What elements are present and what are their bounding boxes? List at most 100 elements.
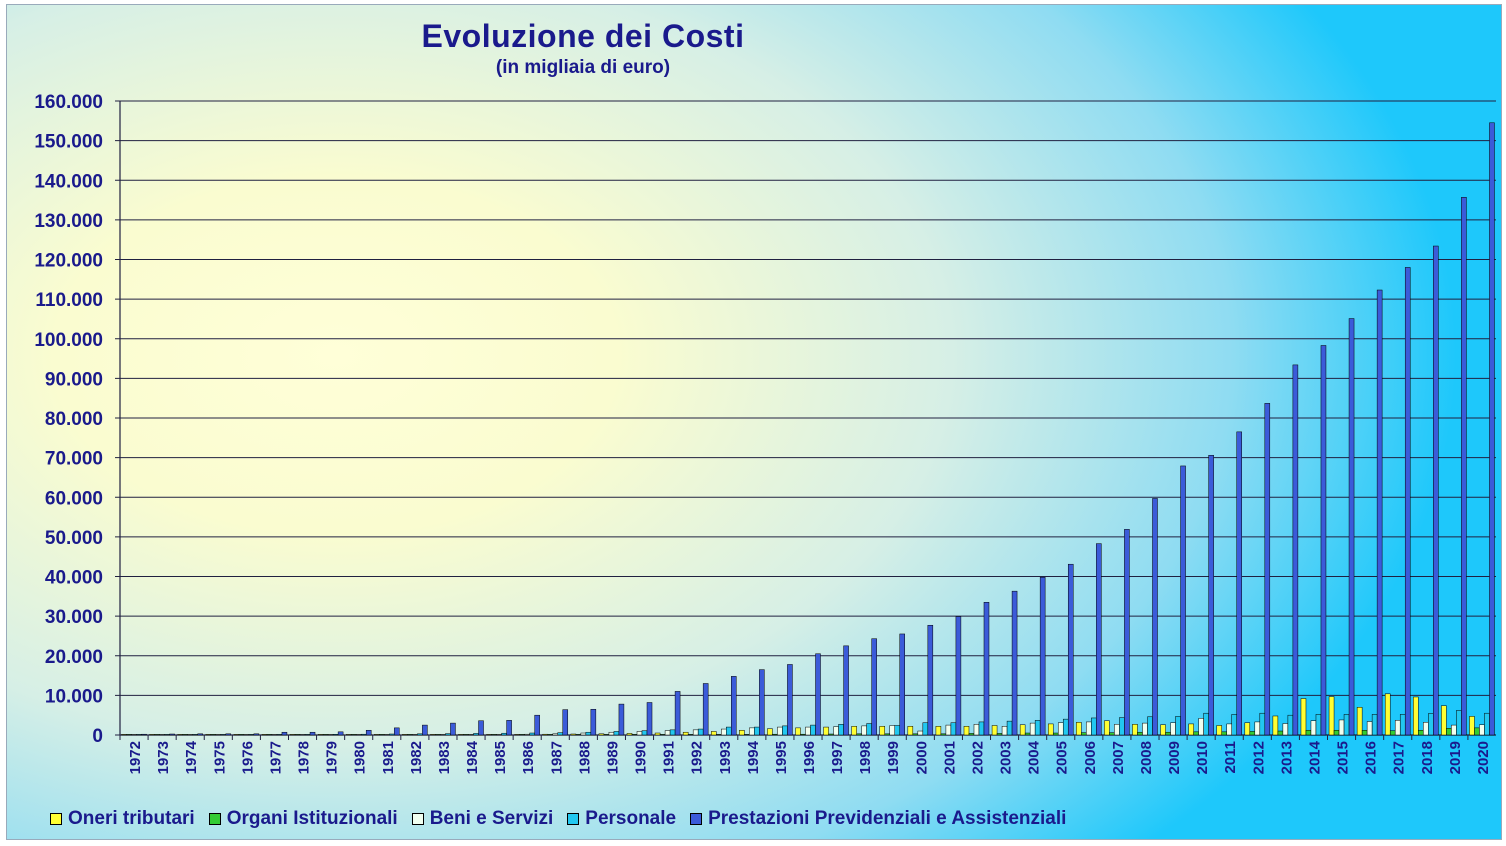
bar [1170,722,1176,736]
bar [823,726,829,736]
bar [345,734,352,736]
bar [1193,731,1199,736]
bar [1109,732,1115,736]
bar [266,734,273,736]
bar [833,726,839,736]
bar [360,733,367,736]
bar [374,734,380,736]
bar [121,734,127,736]
bar [402,734,408,736]
x-tick-label: 1992 [689,741,706,774]
y-tick-label: 110.000 [35,290,103,311]
bar [1216,725,1222,736]
bar [843,645,849,736]
bar [332,734,339,736]
bar [702,683,709,736]
bar [726,726,732,736]
x-tick-label: 1981 [380,741,397,774]
x-tick-label: 1999 [885,741,902,774]
legend-swatch [567,813,580,825]
bar [519,734,525,736]
x-tick-label: 1987 [548,741,565,774]
bar [907,726,914,736]
bar [1384,693,1391,736]
x-tick-label: 1976 [239,741,256,774]
bar [963,726,970,736]
bar [1366,721,1373,736]
bar [1254,721,1261,736]
bar [355,734,362,736]
x-tick-label: 1982 [408,741,425,774]
legend-swatch [208,813,221,825]
bar [585,731,592,736]
x-tick-label: 2009 [1166,741,1183,774]
bar [851,726,857,736]
legend-item: Organi Istituzionali [208,808,398,830]
bar [445,733,451,736]
bar [940,733,947,736]
bar [365,729,372,736]
bar [922,722,929,736]
bar [1006,720,1013,736]
bar [1142,722,1148,736]
bar [1451,724,1457,736]
bar [1461,197,1467,736]
legend-label: Oneri tributari [68,808,195,829]
bar [1338,719,1345,736]
bar [322,734,329,736]
bar [271,734,278,736]
bar [1132,724,1138,736]
bar [524,733,530,736]
bar [1057,722,1064,736]
bar [664,730,671,736]
bar [294,734,301,736]
bar [777,726,783,736]
bar [978,721,985,736]
legend-label: Organi Istituzionali [226,808,398,829]
bar [1376,289,1383,736]
bar [422,724,428,736]
y-tick-label: 100.000 [34,330,103,351]
x-tick-label: 2019 [1447,741,1464,774]
bar [1081,732,1087,736]
chart-title: Evoluzione dei Costi [421,18,745,54]
bar [935,726,942,736]
bar [739,729,745,736]
bar [682,731,689,736]
x-tick-label: 2013 [1278,741,1295,774]
bar [626,733,633,736]
bar [1152,498,1158,736]
bar [991,725,998,736]
bar [149,734,155,736]
bar [1160,724,1166,736]
bar [1114,724,1120,736]
bar [248,734,255,736]
bar [261,734,268,736]
bar [697,728,704,736]
bar [1188,723,1194,736]
bar [1039,577,1046,736]
bar [1428,713,1434,736]
bar [1203,712,1209,736]
bar [289,734,296,736]
x-tick-label: 2010 [1194,741,1211,774]
bar [417,733,423,736]
bar [1328,696,1335,736]
bar [641,730,648,736]
bar [598,733,605,736]
bar [1343,714,1350,736]
bar [309,731,316,736]
bar [646,702,653,736]
bar [1221,731,1227,736]
bar [238,734,245,736]
x-tick-label: 2004 [1026,740,1043,774]
x-tick-label: 1989 [604,741,621,774]
bar [866,723,872,736]
bar [1024,732,1031,736]
bar [177,734,183,736]
bar [983,602,990,736]
x-tick-label: 1985 [492,741,509,774]
legend-item: Oneri tributari [50,808,195,830]
bar [463,734,469,736]
bar [871,638,877,736]
